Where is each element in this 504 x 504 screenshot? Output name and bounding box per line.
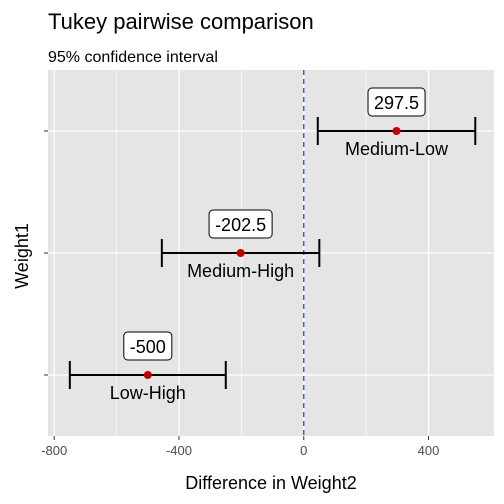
- x-tick-label: -800: [41, 443, 67, 458]
- chart-title: Tukey pairwise comparison: [48, 9, 314, 34]
- comparison-label: Medium-Low: [345, 139, 449, 159]
- x-axis-title: Difference in Weight2: [185, 473, 356, 493]
- comparison-medium-high: -202.5 Medium-High: [160, 209, 321, 281]
- comparison-medium-low: 297.5 Medium-Low: [316, 87, 477, 159]
- x-axis: -800 -400 0 400: [41, 130, 440, 458]
- chart-subtitle: 95% confidence interval: [48, 49, 218, 66]
- estimate-label: 297.5: [374, 93, 419, 113]
- estimate-point: [392, 127, 401, 135]
- x-tick-label: -400: [166, 443, 192, 458]
- estimate-point: [236, 249, 245, 257]
- y-axis-title: Weight1: [12, 223, 32, 289]
- errorbar-layer: -500 Low-High -202.5 Medium-High 297.5 Medium…: [68, 87, 477, 403]
- estimate-label: -500: [130, 337, 166, 357]
- estimate-label-box: [208, 209, 273, 239]
- estimate-label-box: [367, 87, 426, 117]
- estimate-label: -202.5: [215, 215, 266, 235]
- x-tick-label: 400: [418, 443, 440, 458]
- comparison-low-high: -500 Low-High: [68, 331, 227, 403]
- comparison-label: Medium-High: [187, 261, 294, 281]
- estimate-point: [143, 371, 152, 379]
- estimate-label-box: [123, 331, 173, 361]
- x-tick-label: 0: [300, 443, 307, 458]
- comparison-label: Low-High: [110, 383, 186, 403]
